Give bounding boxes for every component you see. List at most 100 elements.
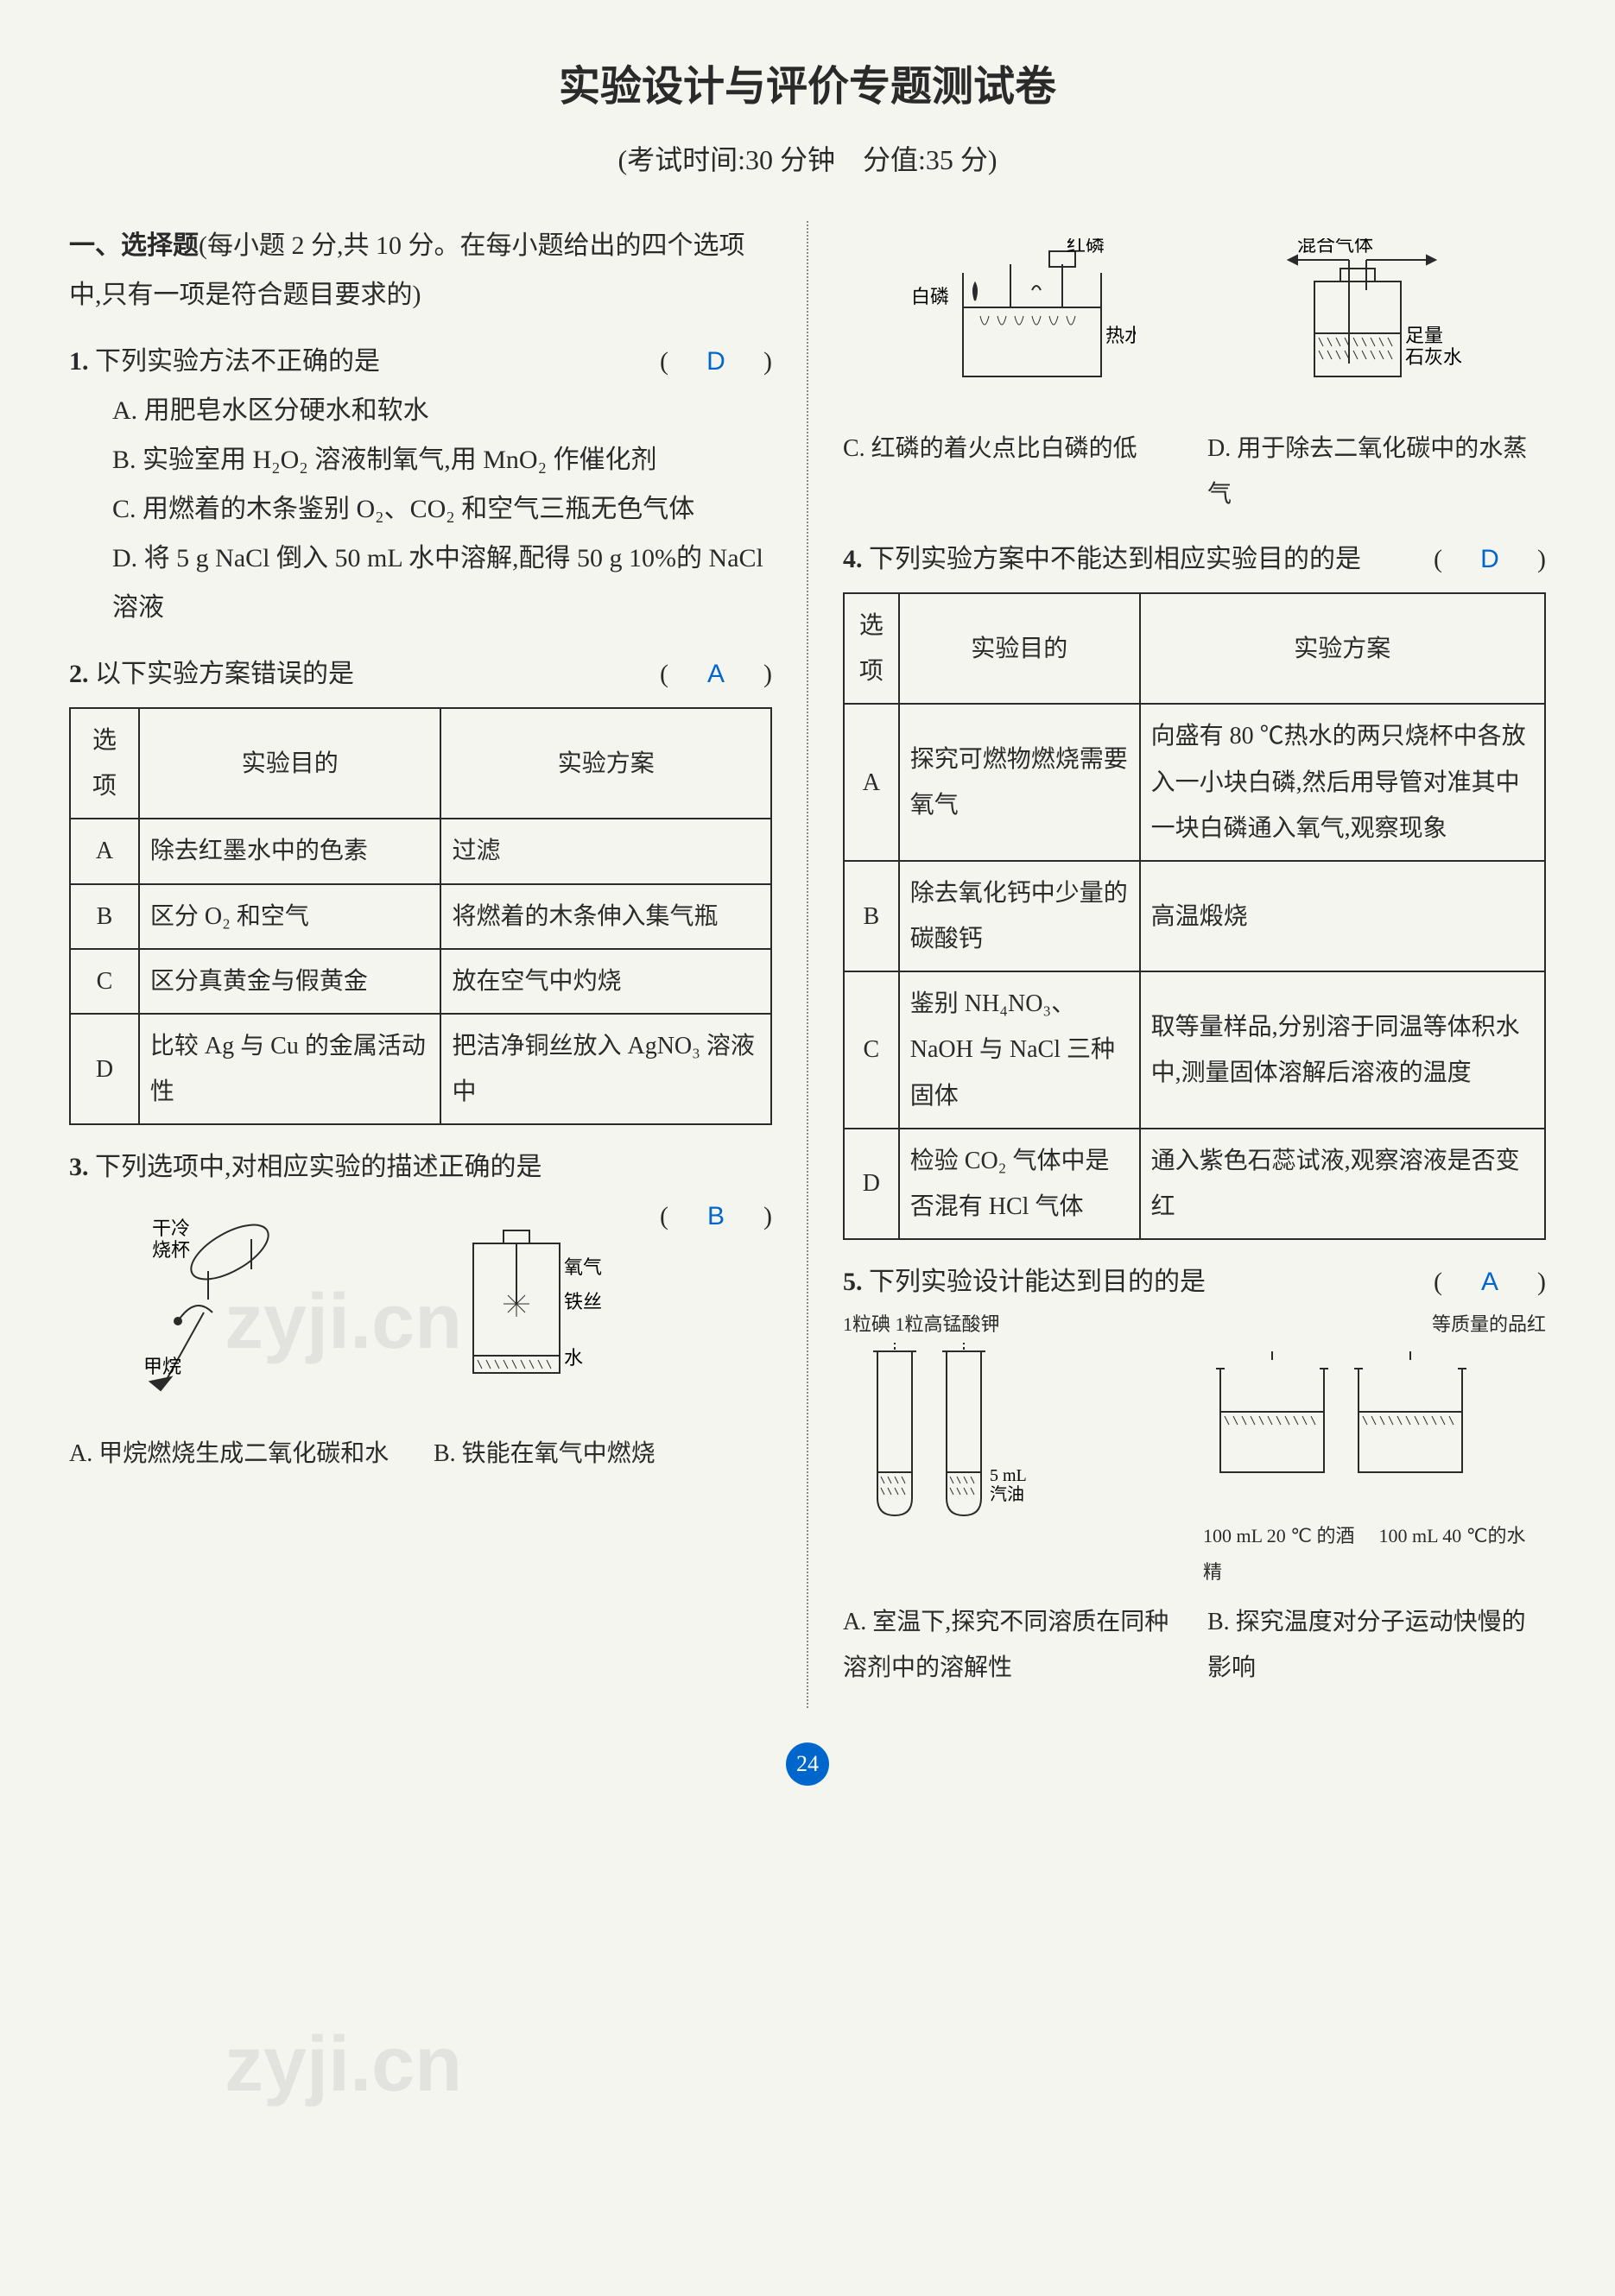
left-column: 一、选择题(每小题 2 分,共 10 分。在每小题给出的四个选项中,只有一项是符… [69,221,808,1708]
content-columns: 一、选择题(每小题 2 分,共 10 分。在每小题给出的四个选项中,只有一项是符… [69,221,1546,1708]
q3-diagram-row-ab: 干冷 烧杯 甲烷 [69,1209,660,1414]
q1-num: 1. [69,347,89,376]
q3b-label-3: 水 [564,1347,583,1369]
q3-diagram-d: 混合气体 足量 石灰水 [1271,238,1479,408]
q1-answer-paren: ( D ) [660,337,772,386]
q2-r0c0: A [70,819,139,883]
q1-choice-b: B. 实验室用 H₂O₂ 溶液制氧气,用 MnO₂ 作催化剂 [69,435,772,484]
q5-stem: 下列实验设计能达到目的的是 [869,1268,1206,1296]
gas-limewater-diagram-icon: 混合气体 足量 石灰水 [1271,238,1479,394]
q5-answer: A [1468,1257,1511,1306]
q4-r2c0: C [844,971,899,1129]
section-heading-block: 一、选择题(每小题 2 分,共 10 分。在每小题给出的四个选项中,只有一项是符… [69,221,772,319]
q3d-label-2: 足量 [1405,325,1443,346]
q3c-label-1: 白磷 [911,286,949,307]
q4-th-1: 实验目的 [899,593,1140,704]
right-column: 白磷 红磷 热水 [843,221,1546,1708]
q4-r3c2: 通入紫色石蕊试液,观察溶液是否变红 [1140,1129,1545,1239]
question-5: 5. 下列实验设计能达到目的的是 ( A ) 1粒碘 1粒高锰酸钾 [843,1257,1546,1691]
q4-r0c2: 向盛有 80 ℃热水的两只烧杯中各放入一小块白磷,然后用导管对准其中一块白磷通入… [1140,704,1545,861]
q2-stem: 以下实验方案错误的是 [95,660,354,688]
q4-table: 选项 实验目的 实验方案 A 探究可燃物燃烧需要氧气 向盛有 80 ℃热水的两只… [843,592,1546,1240]
q1-stem: 下列实验方法不正确的是 [95,347,380,376]
phosphorus-diagram-icon: 白磷 红磷 热水 [911,238,1136,394]
q3-stem: 下列选项中,对相应实验的描述正确的是 [95,1153,542,1181]
page-number: 24 [786,1743,829,1786]
q2-r0c2: 过滤 [440,819,771,883]
q2-th-1: 实验目的 [139,708,441,819]
q4-th-2: 实验方案 [1140,593,1545,704]
q1-answer: D [694,337,738,386]
q5-annot-right: 等质量的品红 [1203,1306,1546,1343]
q3-opt-d: D. 用于除去二氧化碳中的水蒸气 [1207,426,1546,517]
q3a-label-3: 甲烷 [143,1356,181,1377]
q5-answer-paren: ( A ) [1434,1257,1546,1306]
q3-opt-a: A. 甲烷燃烧生成二氧化碳和水 [69,1431,408,1477]
q4-num: 4. [843,545,863,573]
question-1: 1. 下列实验方法不正确的是 ( D ) A. 用肥皂水区分硬水和软水 B. 实… [69,337,772,632]
q2-r2c1: 区分真黄金与假黄金 [139,949,441,1014]
q4-r1c2: 高温煅烧 [1140,861,1545,971]
q1-choice-c: C. 用燃着的木条鉴别 O₂、CO₂ 和空气三瓶无色气体 [69,484,772,534]
beakers-diagram-icon [1203,1343,1479,1498]
q4-th-0: 选项 [844,593,899,704]
q3-opt-c: C. 红磷的着火点比白磷的低 [843,426,1181,517]
q3d-label-2b: 石灰水 [1405,346,1462,368]
question-4: 4. 下列实验方案中不能达到相应实验目的的是 ( D ) 选项 实验目的 实验方… [843,534,1546,1240]
q3-opt-b: B. 铁能在氧气中燃烧 [434,1431,772,1477]
q4-r3c0: D [844,1129,899,1239]
q2-r2c0: C [70,949,139,1014]
question-3: 3. 下列选项中,对相应实验的描述正确的是 ( B ) [69,1142,772,1477]
q4-r1c1: 除去氧化钙中少量的碳酸钙 [899,861,1140,971]
test-tubes-diagram-icon: 5 mL 汽油 [843,1343,1067,1533]
q3-opts-ab: A. 甲烷燃烧生成二氧化碳和水 B. 铁能在氧气中燃烧 [69,1431,772,1477]
q3a-label-2: 烧杯 [152,1239,190,1261]
q4-answer: D [1468,534,1511,584]
q5-opts-ab: A. 室温下,探究不同溶质在同种溶剂中的溶解性 B. 探究温度对分子运动快慢的影… [843,1599,1546,1691]
watermark-2: zyji.cn [225,2021,462,2109]
q4-r1c0: B [844,861,899,971]
q3-answer: B [694,1192,738,1241]
q5-beaker1-label: 100 mL 20 ℃ 的酒精 [1203,1518,1371,1591]
q2-r0c1: 除去红墨水中的色素 [139,819,441,883]
q2-r3c2: 把洁净铜丝放入 AgNO₃ 溶液中 [440,1014,771,1124]
q5-beaker2-label: 100 mL 40 ℃的水 [1379,1518,1547,1591]
q5-opt-b: B. 探究温度对分子运动快慢的影响 [1207,1599,1546,1691]
q5-tube-label-1: 5 mL [990,1466,1027,1485]
page-title: 实验设计与评价专题测试卷 [69,52,1546,112]
iron-oxygen-diagram-icon: 氧气 铁丝 水 [430,1209,603,1399]
page-number-container: 24 [69,1743,1546,1786]
q2-answer: A [694,649,738,699]
q4-r2c1: 鉴别 NH₄NO₃、NaOH 与 NaCl 三种固体 [899,971,1140,1129]
q1-choice-a: A. 用肥皂水区分硬水和软水 [69,386,772,435]
q3c-label-3: 热水 [1105,325,1136,346]
q5-opt-a: A. 室温下,探究不同溶质在同种溶剂中的溶解性 [843,1599,1181,1691]
q4-r0c0: A [844,704,899,861]
q2-th-2: 实验方案 [440,708,771,819]
q3-diagram-c: 白磷 红磷 热水 [911,238,1136,408]
q3b-label-2: 铁丝 [564,1291,602,1312]
q2-table: 选项 实验目的 实验方案 A 除去红墨水中的色素 过滤 B 区分 O₂ 和空气 … [69,707,772,1125]
q3-opts-cd: C. 红磷的着火点比白磷的低 D. 用于除去二氧化碳中的水蒸气 [843,426,1546,517]
q3-num: 3. [69,1153,89,1181]
q4-r3c1: 检验 CO₂ 气体中是否混有 HCl 气体 [899,1129,1140,1239]
q3-diagram-b: 氧气 铁丝 水 [430,1209,603,1414]
q2-answer-paren: ( A ) [660,649,772,699]
q3c-label-2: 红磷 [1067,238,1105,256]
q5-tube-label-2: 汽油 [990,1484,1024,1504]
q2-num: 2. [69,660,89,688]
q5-num: 5. [843,1268,863,1296]
q2-th-0: 选项 [70,708,139,819]
q3-diagram-row-cd: 白磷 红磷 热水 [843,238,1546,408]
q3-answer-paren: ( B ) [660,1192,772,1241]
q2-r3c0: D [70,1014,139,1124]
q4-answer-paren: ( D ) [1434,534,1546,584]
section-1-heading: 一、选择题 [69,231,199,260]
q2-r3c1: 比较 Ag 与 Cu 的金属活动性 [139,1014,441,1124]
question-2: 2. 以下实验方案错误的是 ( A ) 选项 实验目的 实验方案 A 除去红墨水… [69,649,772,1125]
methane-diagram-icon: 干冷 烧杯 甲烷 [126,1209,316,1399]
q4-stem: 下列实验方案中不能达到相应实验目的的是 [869,545,1361,573]
q2-r1c0: B [70,884,139,949]
q3-diagram-a: 干冷 烧杯 甲烷 [126,1209,316,1414]
q3a-label-1: 干冷 [152,1218,190,1239]
